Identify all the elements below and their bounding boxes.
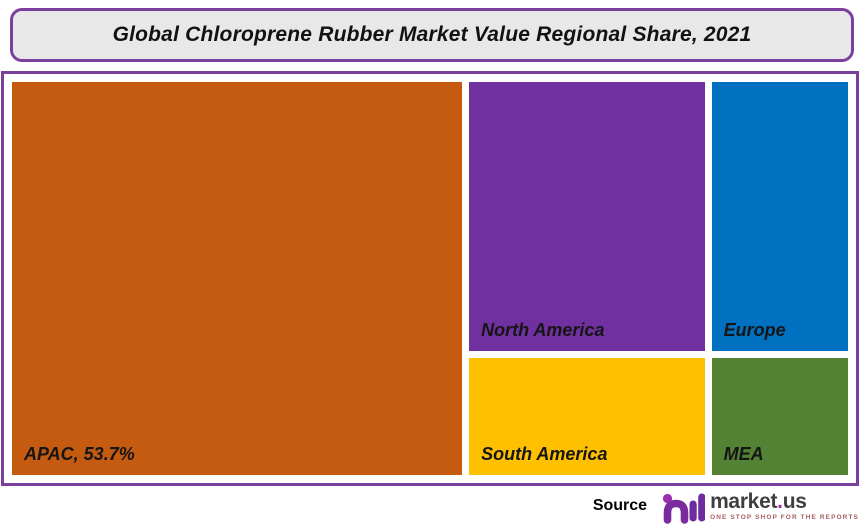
tile-label-europe: Europe bbox=[723, 320, 786, 341]
treemap-tile-apac: APAC, 53.7% bbox=[12, 82, 463, 475]
treemap: APAC, 53.7% North America Europe South A… bbox=[12, 82, 848, 475]
tile-label-north-america: North America bbox=[481, 320, 605, 341]
treemap-tile-europe: Europe bbox=[711, 82, 848, 352]
marketus-wordmark-group: market.us ONE STOP SHOP FOR THE REPORTS bbox=[710, 491, 859, 521]
marketus-logo-icon bbox=[662, 493, 706, 524]
source-label: Source bbox=[592, 496, 648, 514]
tile-label-mea: MEA bbox=[723, 443, 764, 464]
chart-title-banner: Global Chloroprene Rubber Market Value R… bbox=[10, 8, 854, 62]
marketus-logo: market.us ONE STOP SHOP FOR THE REPORTS bbox=[661, 488, 859, 524]
tile-label-south-america: South America bbox=[481, 443, 608, 464]
treemap-tile-mea: MEA bbox=[711, 358, 848, 475]
treemap-tile-north-america: North America bbox=[469, 82, 705, 352]
marketus-wordmark: market.us bbox=[710, 489, 807, 513]
source-footer: Source market.us ONE STOP SHOP FOR THE R… bbox=[593, 486, 861, 525]
treemap-tile-south-america: South America bbox=[469, 358, 705, 475]
treemap-frame: APAC, 53.7% North America Europe South A… bbox=[1, 71, 859, 486]
marketus-tagline: ONE STOP SHOP FOR THE REPORTS bbox=[710, 513, 859, 521]
chart-title: Global Chloroprene Rubber Market Value R… bbox=[112, 23, 752, 46]
tile-label-apac: APAC, 53.7% bbox=[24, 443, 135, 464]
